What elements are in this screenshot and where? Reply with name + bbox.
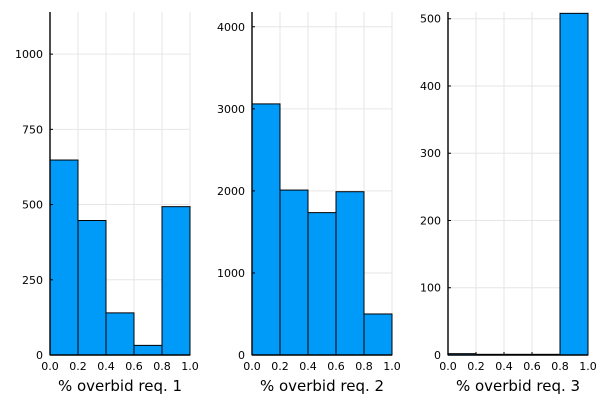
histogram-panel-2: 0.0 0.2 0.4 0.6 0.8 1.0 0 1000 2000 3000 4000 % ove… — [217, 12, 401, 395]
y-tick-label: 3000 — [217, 103, 245, 116]
x-tick-label: 0.4 — [97, 360, 115, 373]
x-tick-label: 0.4 — [495, 360, 513, 373]
histogram-bar — [49, 159, 79, 356]
y-tick-label: 2000 — [217, 185, 245, 198]
y-tick-label: 250 — [22, 274, 43, 287]
x-axis-label: % overbid req. 3 — [456, 377, 580, 395]
y-tick-label: 0 — [238, 349, 245, 362]
y-tick-label: 500 — [22, 199, 43, 212]
histogram-panel-1: 0.0 0.2 0.4 0.6 0.8 1.0 0 250 500 750 1000 % overbi… — [15, 12, 199, 395]
histogram-bar — [251, 103, 281, 356]
y-tick-label: 4000 — [217, 21, 245, 34]
histogram-bar — [335, 191, 365, 356]
x-tick-label: 0.4 — [299, 360, 317, 373]
y-tick-label: 0 — [36, 349, 43, 362]
x-tick-label: 0.6 — [523, 360, 541, 373]
y-tick-label: 100 — [420, 282, 441, 295]
y-tick-label: 300 — [420, 147, 441, 160]
histogram-bar — [559, 12, 589, 356]
histogram-bar — [363, 313, 393, 356]
histogram-panel-3: 0.0 0.2 0.4 0.6 0.8 1.0 0 100 200 300 400 500 % over… — [420, 12, 597, 395]
x-axis-label: % overbid req. 2 — [260, 377, 384, 395]
y-tick-label: 500 — [420, 13, 441, 26]
y-tick-label: 1000 — [217, 267, 245, 280]
x-tick-label: 0.2 — [271, 360, 289, 373]
histogram-bar — [161, 206, 191, 356]
y-tick-label: 0 — [434, 349, 441, 362]
y-tick-label: 400 — [420, 80, 441, 93]
histogram-bar — [279, 189, 309, 356]
x-tick-label: 0.8 — [551, 360, 569, 373]
histogram-bar — [105, 312, 135, 356]
x-tick-label: 1.0 — [181, 360, 199, 373]
x-tick-label: 0.2 — [467, 360, 485, 373]
x-tick-label: 0.2 — [69, 360, 87, 373]
histogram-bar — [77, 220, 107, 356]
x-axis-label: % overbid req. 1 — [58, 377, 182, 395]
x-tick-label: 0.0 — [41, 360, 59, 373]
histogram-bar — [307, 212, 337, 356]
x-tick-label: 0.6 — [327, 360, 345, 373]
x-tick-label: 0.0 — [439, 360, 457, 373]
x-tick-label: 0.0 — [243, 360, 261, 373]
x-tick-label: 0.8 — [355, 360, 373, 373]
y-tick-label: 200 — [420, 214, 441, 227]
y-tick-label: 750 — [22, 123, 43, 136]
histogram-bar — [133, 344, 163, 356]
y-tick-label: 1000 — [15, 48, 43, 61]
x-tick-label: 0.8 — [153, 360, 171, 373]
x-tick-label: 1.0 — [383, 360, 401, 373]
x-tick-label: 0.6 — [125, 360, 143, 373]
x-tick-label: 1.0 — [579, 360, 597, 373]
